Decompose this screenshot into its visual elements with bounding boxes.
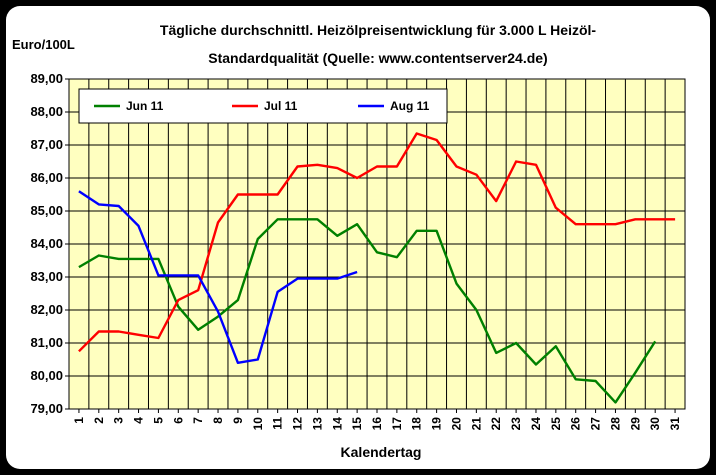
line-chart: Tägliche durchschnittl. Heizölpreisentwi… (12, 22, 686, 460)
x-tick-label: 18 (410, 417, 424, 431)
y-tick-label: 82,00 (30, 302, 63, 317)
x-tick-label: 12 (291, 417, 305, 431)
y-tick-label: 85,00 (30, 203, 63, 218)
series-line-jun-11 (78, 218, 657, 404)
x-tick-label: 11 (271, 417, 285, 430)
x-tick-label: 25 (549, 417, 563, 431)
legend: Jun 11 Jul 11 Aug 11 (78, 88, 448, 124)
x-tick-label: 19 (430, 417, 444, 431)
x-tick-label: 26 (569, 417, 583, 431)
x-tick-label: 1 (72, 417, 86, 424)
x-tick-label: 31 (668, 417, 682, 431)
y-tick-label: 89,00 (30, 71, 63, 86)
x-tick-label: 24 (529, 417, 543, 431)
x-tick-label: 22 (489, 417, 503, 431)
x-tick-label: 10 (251, 417, 265, 431)
x-tick-label: 17 (390, 417, 404, 431)
x-tick-label: 5 (151, 417, 165, 424)
chart-frame: Tägliche durchschnittl. Heizölpreisentwi… (6, 6, 710, 469)
y-tick-label: 79,00 (30, 401, 63, 416)
x-tick-label: 2 (92, 417, 106, 424)
y-tick-labels: 79,00 80,00 81,00 82,00 83,00 84,00 85,00 86,00… (30, 71, 69, 416)
series-line-jul-11 (78, 132, 676, 353)
x-tick-label: 14 (330, 417, 344, 431)
x-tick-label: 13 (310, 417, 324, 431)
chart-title-line-1: Tägliche durchschnittl. Heizölpreisentwi… (160, 22, 596, 38)
x-tick-label: 20 (449, 417, 463, 431)
chart-title-line-2: Standardqualität (Quelle: www.contentser… (208, 50, 547, 66)
series-line-aug-11 (78, 190, 358, 364)
x-tick-label: 4 (132, 417, 146, 424)
y-tick-label: 86,00 (30, 170, 63, 185)
x-tick-label: 8 (211, 417, 225, 424)
x-tick-label: 15 (350, 417, 364, 431)
y-tick-label: 87,00 (30, 137, 63, 152)
x-axis-label: Kalendertag (341, 444, 422, 460)
y-tick-label: 88,00 (30, 104, 63, 119)
x-tick-labels: 1 2 3 4 5 6 7 8 9 10 11 12 13 14 15 16 17 18 19 20 21 22 23 24 2… (72, 409, 682, 430)
y-tick-label: 81,00 (30, 335, 63, 350)
y-axis-label: Euro/100L (12, 37, 75, 52)
x-tick-label: 7 (191, 417, 205, 424)
x-tick-label: 27 (589, 417, 603, 431)
y-tick-label: 80,00 (30, 368, 63, 383)
x-tick-label: 16 (370, 417, 384, 431)
legend-entry: Jun 11 (126, 99, 164, 113)
x-tick-label: 21 (469, 417, 483, 431)
legend-entry: Aug 11 (390, 99, 430, 113)
x-tick-label: 6 (171, 417, 185, 424)
legend-box (78, 88, 448, 124)
x-tick-label: 23 (509, 417, 523, 431)
x-tick-label: 28 (608, 417, 622, 431)
x-tick-label: 3 (112, 417, 126, 424)
x-tick-label: 30 (648, 417, 662, 431)
legend-entry: Jul 11 (264, 99, 298, 113)
y-tick-label: 84,00 (30, 236, 63, 251)
series-lines (78, 132, 676, 404)
y-tick-label: 83,00 (30, 269, 63, 284)
x-tick-label: 29 (628, 417, 642, 431)
x-tick-label: 9 (231, 417, 245, 424)
